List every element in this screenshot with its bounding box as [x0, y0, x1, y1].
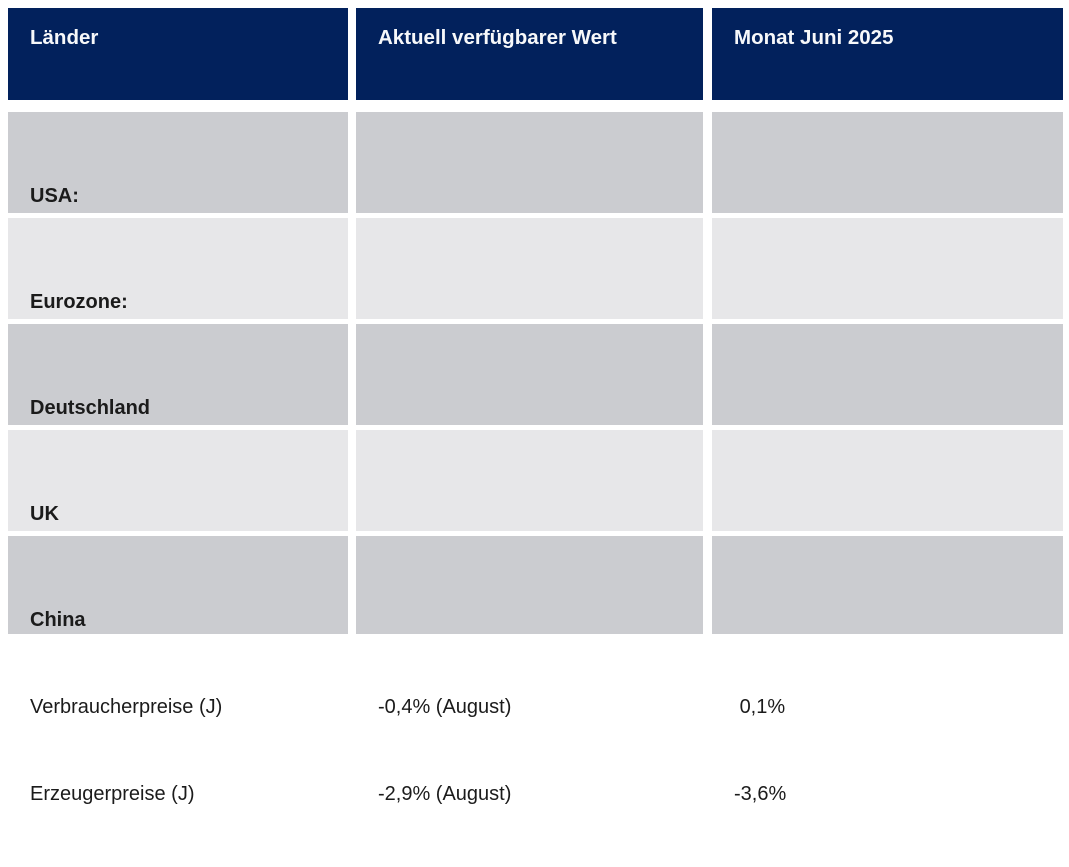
country-label: Eurozone: — [30, 291, 128, 313]
cell-monat-values: 3,6% — [712, 430, 1063, 612]
metric-label: Erzeugerpreise (J) — [30, 783, 195, 805]
cell-country-metrics: USA: Verbraucherpreise (J) Erzeugerpreis… — [8, 112, 348, 381]
cell-country-metrics: Eurozone: Verbraucherpreise (J) Erzeuger… — [8, 218, 348, 487]
spacer-line — [734, 288, 1053, 317]
header-cell-monat: Monat Juni 2025 — [712, 8, 1063, 100]
table-row-china: China Verbraucherpreise (J) Erzeugerprei… — [8, 536, 1063, 805]
monat-value: -3,6% — [734, 783, 787, 805]
cell-monat-values: 2,7% 2,4% — [712, 112, 1063, 381]
cell-aktuell-values: 2,9% (August) 2,6% (August) — [356, 112, 703, 381]
metric-label: Verbraucherpreise (J) — [30, 696, 223, 718]
aktuell-value: -2,9% (August) — [378, 783, 512, 805]
cell-aktuell-values: 2,0% (August) 0,2% (Juli) — [356, 218, 703, 487]
spacer-line — [734, 394, 1053, 423]
country-label: China — [30, 609, 86, 631]
country-label: Deutschland — [30, 397, 151, 419]
cell-aktuell-values: 2,4% (September vorläufig) -2,2% (August… — [356, 324, 703, 593]
cell-country-metrics: UK Verbraucherpreise (J) — [8, 430, 348, 612]
spacer-line — [378, 500, 693, 529]
cell-monat-values: 2,0% -1,3% — [712, 324, 1063, 593]
country-label: UK — [30, 503, 59, 525]
spacer-line — [378, 394, 693, 423]
country-label: USA: — [30, 185, 79, 207]
cell-monat-values: 0,1% -3,6% — [712, 536, 1063, 805]
cell-monat-values: 2,0% 0,6% — [712, 218, 1063, 487]
spacer-line — [734, 606, 1053, 635]
table-header-row: Länder Aktuell verfügbarer Wert Monat Ju… — [8, 8, 1063, 100]
cell-country-metrics: China Verbraucherpreise (J) Erzeugerprei… — [8, 536, 348, 805]
header-cell-aktuell: Aktuell verfügbarer Wert — [356, 8, 703, 100]
cell-aktuell-values: -0,4% (August) -2,9% (August) — [356, 536, 703, 805]
spacer-line — [734, 182, 1053, 211]
table-row-uk: UK Verbraucherpreise (J) 3,8% (August) 3… — [8, 430, 1063, 612]
monat-value: 0,1% — [734, 696, 786, 718]
spacer-line — [734, 500, 1053, 529]
table-row-usa: USA: Verbraucherpreise (J) Erzeugerpreis… — [8, 112, 1063, 381]
spacer-line — [378, 606, 693, 635]
table-row-eurozone: Eurozone: Verbraucherpreise (J) Erzeuger… — [8, 218, 1063, 487]
aktuell-value: -0,4% (August) — [378, 696, 512, 718]
header-cell-laender: Länder — [8, 8, 348, 100]
cell-country-metrics: Deutschland Verbraucherpreise (J) Erzeug… — [8, 324, 348, 593]
table-row-deutschland: Deutschland Verbraucherpreise (J) Erzeug… — [8, 324, 1063, 593]
cell-aktuell-values: 3,8% (August) — [356, 430, 703, 612]
spacer-line — [378, 288, 693, 317]
spacer-line — [378, 182, 693, 211]
inflation-table: Länder Aktuell verfügbarer Wert Monat Ju… — [8, 8, 1063, 805]
